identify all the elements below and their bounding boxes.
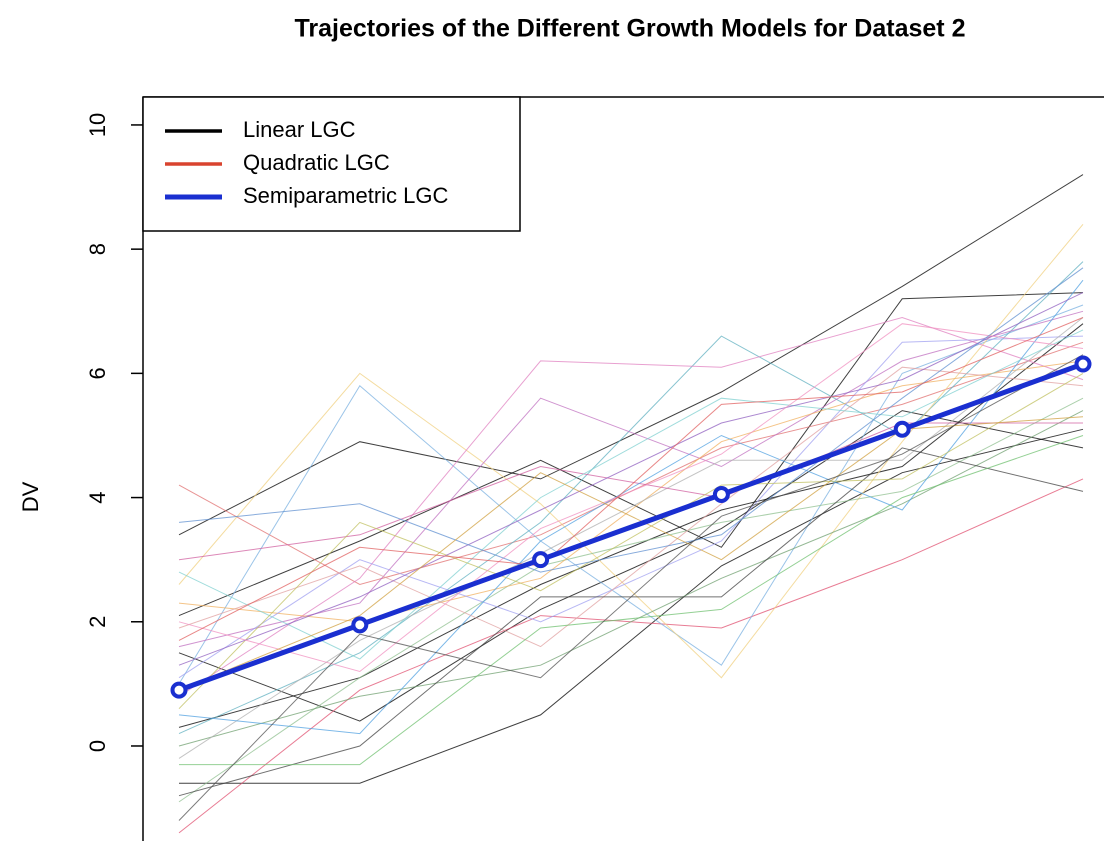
- legend-label: Quadratic LGC: [243, 150, 390, 175]
- model-point: [712, 485, 730, 503]
- chart-title: Trajectories of the Different Growth Mod…: [295, 15, 966, 43]
- y-tick-label: 0: [85, 740, 110, 752]
- trajectory: [178, 360, 1084, 623]
- frame: 0 2 4 6 8 10 Linear LGC Quadratic LGC Semiparame…: [85, 96, 1104, 841]
- y-tick-label: 4: [85, 491, 110, 503]
- model-point: [893, 420, 911, 438]
- legend-label: Semiparametric LGC: [243, 183, 449, 208]
- legend: Linear LGC Quadratic LGC Semiparametric LG…: [142, 96, 521, 232]
- model-point: [351, 616, 369, 634]
- y-tick-label: 10: [85, 113, 110, 137]
- trajectory: [179, 428, 1084, 784]
- trajectory: [178, 410, 1084, 722]
- y-tick-label: 8: [85, 243, 110, 255]
- trajectory: [178, 304, 1084, 685]
- trajectory: [178, 310, 1084, 648]
- trajectory: [178, 410, 1084, 747]
- trajectory: [178, 422, 1083, 561]
- legend-label: Linear LGC: [243, 117, 356, 142]
- trajectory: [178, 279, 1084, 735]
- trajectory: [178, 323, 1084, 728]
- y-tick-label: 2: [85, 616, 110, 628]
- trajectory: [178, 267, 1084, 573]
- plot-area: [170, 174, 1092, 834]
- model-point: [532, 551, 550, 569]
- y-axis-label: DV: [18, 481, 43, 512]
- model-point: [1074, 355, 1092, 373]
- trajectory: [178, 292, 1084, 666]
- trajectory: [178, 174, 1084, 536]
- trajectory: [178, 341, 1084, 586]
- y-tick-label: 6: [85, 367, 110, 379]
- trajectory: [178, 317, 1084, 641]
- trajectory: [178, 478, 1084, 834]
- model-line: [178, 361, 1084, 693]
- trajectory: [178, 397, 1084, 803]
- trajectory: [178, 223, 1084, 679]
- trajectory: [178, 261, 1084, 735]
- model-point: [170, 681, 188, 699]
- trajectory: [178, 323, 1084, 673]
- trajectory: [179, 435, 1084, 766]
- trajectory: [178, 354, 1084, 821]
- trajectory: [178, 366, 1084, 648]
- trajectory: [178, 335, 1084, 679]
- trajectory: [178, 317, 1084, 759]
- trajectory: [178, 329, 1084, 660]
- trajectory: [178, 416, 1084, 691]
- trajectory: [178, 372, 1084, 710]
